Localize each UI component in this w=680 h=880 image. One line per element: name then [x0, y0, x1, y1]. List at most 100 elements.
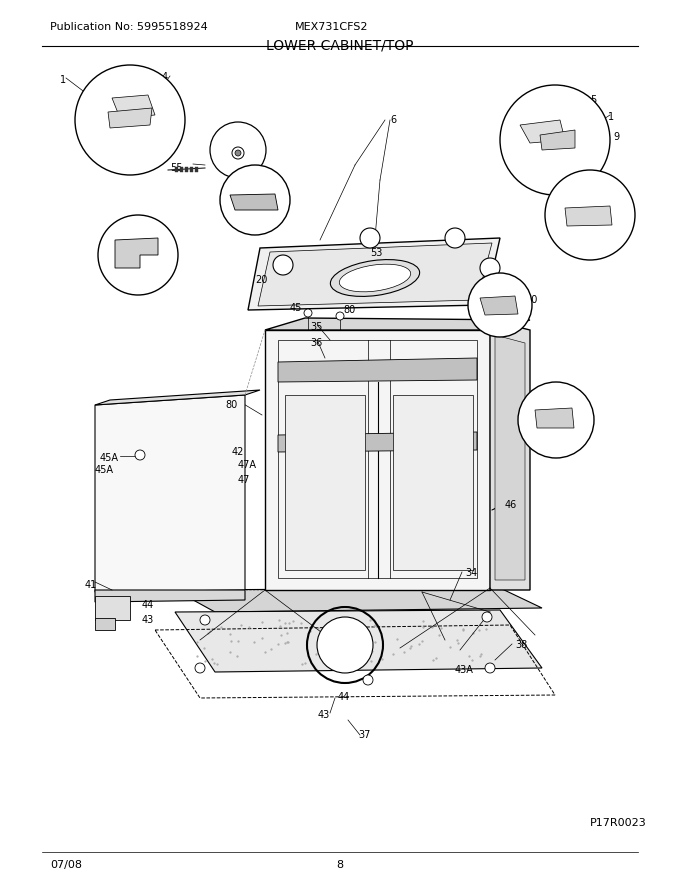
Text: 53: 53: [370, 248, 382, 258]
Polygon shape: [95, 395, 245, 592]
Text: 1: 1: [608, 112, 614, 122]
Circle shape: [75, 65, 185, 175]
Circle shape: [485, 663, 495, 673]
Circle shape: [210, 122, 266, 178]
Text: 35: 35: [310, 322, 322, 332]
Polygon shape: [248, 238, 500, 310]
Text: 45A: 45A: [100, 453, 119, 463]
Polygon shape: [95, 596, 130, 620]
Polygon shape: [115, 238, 158, 268]
Polygon shape: [195, 167, 198, 172]
Circle shape: [445, 228, 465, 248]
Text: 43: 43: [318, 710, 330, 720]
Circle shape: [195, 663, 205, 673]
Polygon shape: [95, 390, 260, 405]
Polygon shape: [112, 95, 155, 118]
Polygon shape: [175, 588, 542, 612]
Text: 46: 46: [505, 500, 517, 510]
Circle shape: [500, 85, 610, 195]
Circle shape: [363, 675, 373, 685]
Polygon shape: [520, 120, 565, 143]
Text: 1: 1: [60, 75, 66, 85]
Text: 45A: 45A: [95, 465, 114, 475]
Circle shape: [235, 150, 241, 156]
Text: 47: 47: [238, 475, 250, 485]
Polygon shape: [175, 167, 178, 172]
Polygon shape: [258, 243, 492, 306]
Polygon shape: [230, 194, 278, 210]
Polygon shape: [265, 330, 490, 590]
Polygon shape: [190, 167, 193, 172]
Text: 5: 5: [125, 68, 131, 78]
Text: 34: 34: [465, 568, 477, 578]
Circle shape: [468, 273, 532, 337]
Ellipse shape: [330, 260, 420, 297]
Polygon shape: [565, 206, 612, 226]
Polygon shape: [265, 318, 530, 330]
Text: 38: 38: [515, 640, 527, 650]
Circle shape: [336, 312, 344, 320]
Circle shape: [135, 450, 145, 460]
Text: 20: 20: [255, 275, 267, 285]
Text: 55: 55: [170, 163, 182, 173]
Circle shape: [273, 255, 293, 275]
Text: 56: 56: [490, 325, 503, 335]
Text: 56: 56: [488, 322, 500, 332]
Text: 4: 4: [560, 85, 566, 95]
Circle shape: [518, 382, 594, 458]
Text: 42: 42: [232, 447, 244, 457]
Circle shape: [232, 147, 244, 159]
Text: LOWER CABINET/TOP: LOWER CABINET/TOP: [267, 38, 413, 52]
Polygon shape: [278, 432, 477, 452]
Polygon shape: [95, 618, 115, 630]
Text: 9: 9: [613, 132, 619, 142]
Polygon shape: [185, 167, 188, 172]
Text: P17R0023: P17R0023: [590, 818, 647, 828]
Text: 43A: 43A: [455, 665, 474, 675]
Circle shape: [200, 615, 210, 625]
Text: 43: 43: [142, 615, 154, 625]
Text: Publication No: 5995518924: Publication No: 5995518924: [50, 22, 208, 32]
Text: 9A: 9A: [225, 183, 238, 193]
Text: 33: 33: [564, 395, 576, 405]
Text: 36: 36: [310, 338, 322, 348]
Circle shape: [545, 170, 635, 260]
Text: 4: 4: [162, 72, 168, 82]
Circle shape: [482, 612, 492, 622]
Polygon shape: [278, 358, 477, 382]
Text: 3A: 3A: [218, 138, 231, 148]
Text: 80: 80: [225, 400, 237, 410]
Polygon shape: [480, 296, 518, 315]
Text: 54: 54: [115, 245, 127, 255]
Polygon shape: [495, 335, 525, 580]
Polygon shape: [180, 167, 183, 172]
Text: MEX731CFS2: MEX731CFS2: [295, 22, 369, 32]
Text: 50: 50: [525, 295, 537, 305]
Circle shape: [220, 165, 290, 235]
Polygon shape: [535, 408, 574, 428]
Circle shape: [360, 228, 380, 248]
Text: 80: 80: [540, 395, 552, 405]
Text: 44: 44: [142, 600, 154, 610]
Polygon shape: [95, 590, 245, 602]
Polygon shape: [393, 395, 473, 570]
Text: 80: 80: [343, 305, 355, 315]
Polygon shape: [540, 130, 575, 150]
Text: 9: 9: [615, 200, 621, 210]
Polygon shape: [108, 108, 152, 128]
Circle shape: [317, 617, 373, 673]
Polygon shape: [490, 320, 530, 590]
Polygon shape: [285, 395, 365, 570]
Polygon shape: [175, 610, 542, 672]
Circle shape: [98, 215, 178, 295]
Text: 5: 5: [590, 95, 596, 105]
Text: 41: 41: [85, 580, 97, 590]
Text: 07/08: 07/08: [50, 860, 82, 870]
Text: 37: 37: [358, 730, 371, 740]
Text: 45: 45: [290, 303, 303, 313]
Text: 44: 44: [338, 692, 350, 702]
Ellipse shape: [339, 264, 411, 292]
Circle shape: [480, 258, 500, 278]
Text: 6: 6: [390, 115, 396, 125]
Text: 8: 8: [337, 860, 343, 870]
